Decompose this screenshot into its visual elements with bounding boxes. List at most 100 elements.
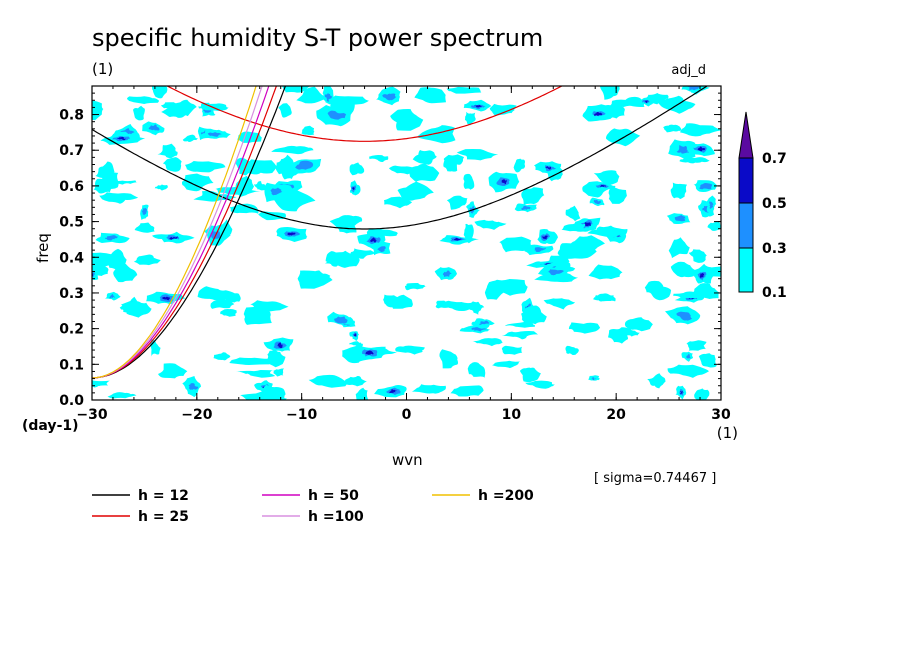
contour-level-0.5 bbox=[584, 222, 591, 227]
contour-level-0.1 bbox=[349, 162, 365, 176]
contour-level-0.1 bbox=[489, 103, 517, 116]
contour-level-0.1 bbox=[698, 353, 717, 368]
contour-level-0.3 bbox=[334, 316, 348, 324]
y-axis-label: freq bbox=[34, 233, 52, 263]
contour-level-0.1 bbox=[501, 330, 539, 340]
y-tick-label: 0.2 bbox=[59, 322, 84, 338]
contour-level-0.5 bbox=[452, 237, 462, 241]
x-axis-label: wvn bbox=[392, 451, 423, 469]
contour-level-0.1 bbox=[99, 192, 139, 204]
contour-level-0.1 bbox=[93, 178, 112, 194]
contour-level-0.3 bbox=[698, 182, 713, 190]
contour-level-0.1 bbox=[456, 148, 499, 161]
contour-level-0.1 bbox=[543, 298, 576, 310]
x-tick-label: −10 bbox=[286, 407, 317, 423]
contour-level-0.1 bbox=[368, 154, 389, 163]
contour-level-0.1 bbox=[107, 392, 137, 399]
contour-level-0.1 bbox=[443, 154, 465, 165]
y-tick-label: 0.0 bbox=[59, 393, 84, 409]
contour-level-0.1 bbox=[225, 292, 241, 303]
contour-level-0.5 bbox=[545, 166, 552, 170]
kelvin-curve bbox=[92, 86, 263, 379]
contour-level-0.1 bbox=[694, 388, 710, 400]
contour-level-0.3 bbox=[593, 199, 602, 205]
contour-level-0.1 bbox=[488, 282, 522, 293]
contour-level-0.3 bbox=[676, 311, 693, 321]
dispersion-curves bbox=[92, 0, 721, 379]
contour-level-0.1 bbox=[565, 345, 579, 356]
contour-level-0.1 bbox=[588, 264, 623, 280]
contour-level-0.1 bbox=[569, 235, 605, 253]
y-tick-label: 0.5 bbox=[59, 215, 84, 231]
contour-level-0.1 bbox=[395, 345, 425, 355]
contour-level-0.5 bbox=[117, 136, 126, 141]
contour-level-0.1 bbox=[229, 357, 275, 365]
contour-level-0.1 bbox=[325, 250, 360, 268]
contour-level-0.1 bbox=[296, 86, 327, 104]
contour-level-0.5 bbox=[277, 342, 283, 349]
contour-level-0.3 bbox=[295, 160, 314, 170]
colorbar-label: 0.1 bbox=[762, 285, 787, 301]
colorbar-cell bbox=[738, 202, 754, 249]
contour-level-0.5 bbox=[287, 232, 296, 236]
contour-level-0.3 bbox=[547, 266, 565, 276]
contour-level-0.1 bbox=[213, 352, 231, 361]
legend-label: h = 25 bbox=[138, 509, 189, 525]
x-tick-label: −20 bbox=[181, 407, 212, 423]
x-tick-label: −30 bbox=[76, 407, 107, 423]
contour-level-0.5 bbox=[699, 272, 705, 279]
contour-level-0.1 bbox=[441, 352, 452, 363]
contour-level-0.3 bbox=[708, 201, 714, 209]
contour-level-0.1 bbox=[348, 341, 363, 348]
colorbar-label: 0.5 bbox=[762, 196, 787, 212]
y-tick-label: 0.4 bbox=[59, 250, 84, 266]
contour-level-0.1 bbox=[160, 102, 183, 112]
y-tick-label: 0.6 bbox=[59, 179, 84, 195]
tag-label: adj_d bbox=[671, 63, 706, 78]
contour-level-0.1 bbox=[161, 108, 189, 118]
contour-level-0.3 bbox=[210, 230, 223, 241]
contour-level-0.5 bbox=[351, 187, 356, 191]
contour-level-0.3 bbox=[471, 327, 487, 332]
contour-level-0.3 bbox=[685, 353, 691, 359]
contour-level-0.1 bbox=[92, 262, 109, 276]
contour-level-0.5 bbox=[474, 104, 482, 108]
contour-level-0.1 bbox=[670, 261, 695, 278]
contour-level-0.5 bbox=[501, 179, 507, 185]
contour-level-0.1 bbox=[668, 237, 690, 259]
legend: h = 12 h = 25 h = 50 h =100 h =200 bbox=[92, 488, 534, 525]
gravity-curve bbox=[92, 0, 721, 23]
contour-level-0.1 bbox=[680, 123, 721, 137]
contour-level-0.3 bbox=[104, 235, 118, 241]
contour-level-0.1 bbox=[250, 300, 289, 312]
contour-level-0.1 bbox=[598, 293, 616, 302]
colorbar-label: 0.7 bbox=[762, 151, 787, 167]
contour-level-0.1 bbox=[119, 304, 138, 314]
contour-level-0.1 bbox=[301, 125, 315, 136]
legend-label: h = 50 bbox=[308, 488, 359, 504]
y-tick-label: 0.3 bbox=[59, 286, 84, 302]
kelvin-curve bbox=[92, 86, 270, 379]
contour-level-0.1 bbox=[185, 161, 226, 173]
contour-level-0.1 bbox=[236, 370, 276, 378]
contour-level-0.1 bbox=[655, 95, 696, 114]
contour-level-0.1 bbox=[608, 327, 629, 344]
contour-level-0.1 bbox=[308, 374, 350, 388]
contour-level-0.1 bbox=[599, 86, 620, 100]
contour-level-0.1 bbox=[328, 95, 369, 107]
contour-level-0.1 bbox=[272, 189, 316, 212]
contour-level-0.1 bbox=[624, 317, 653, 332]
contour-level-0.3 bbox=[92, 272, 95, 278]
contour-level-0.1 bbox=[389, 294, 413, 309]
chart-title: specific humidity S-T power spectrum bbox=[92, 24, 543, 52]
contour-level-0.1 bbox=[513, 158, 526, 173]
contour-level-0.1 bbox=[644, 280, 672, 301]
contour-level-0.3 bbox=[148, 124, 160, 131]
contour-level-0.5 bbox=[542, 235, 548, 240]
contour-level-0.1 bbox=[282, 86, 311, 93]
contour-level-0.3 bbox=[520, 205, 532, 211]
contour-level-0.1 bbox=[412, 150, 437, 165]
contour-level-0.1 bbox=[707, 221, 721, 231]
x-axis: −30 −20 −10 0 10 20 30 bbox=[76, 86, 731, 423]
contour-level-0.1 bbox=[472, 338, 503, 347]
